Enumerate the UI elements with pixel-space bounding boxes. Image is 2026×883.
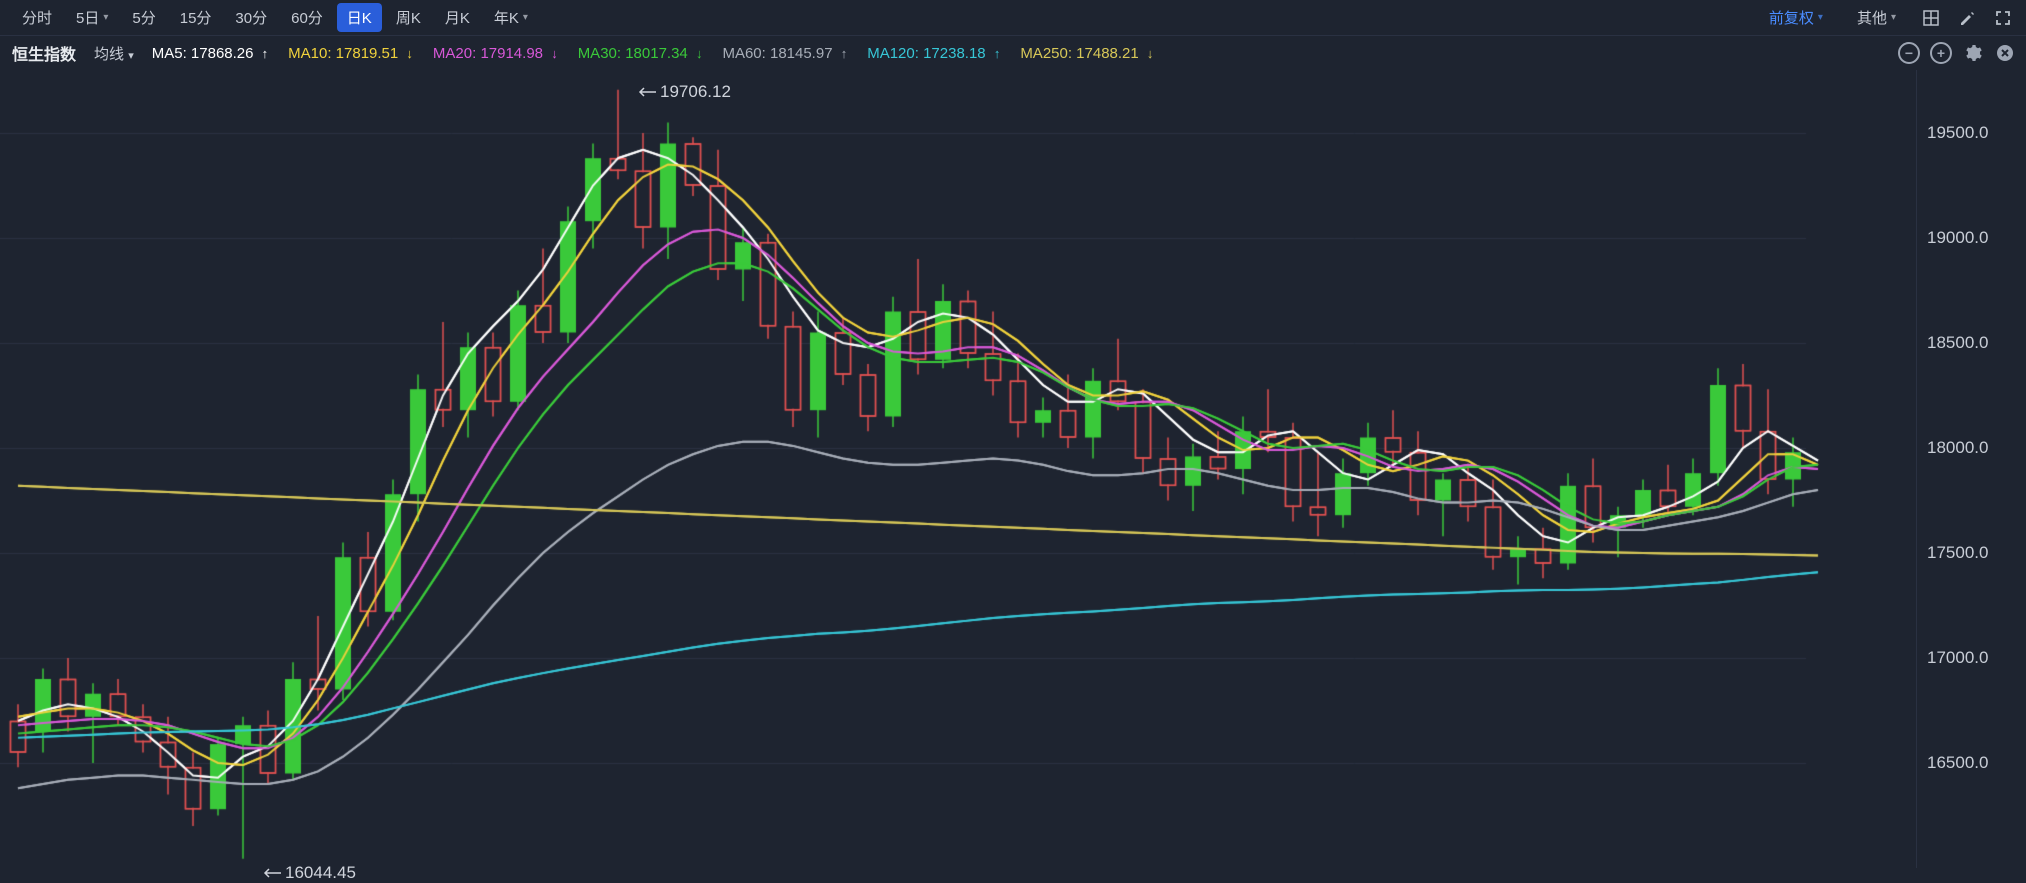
price-annotation: 16044.45: [257, 863, 356, 883]
zoom-in-button[interactable]: +: [1930, 42, 1952, 64]
y-axis: 16500.0 17000.0 17500.0 18000.0 18500.0 19000…: [1916, 70, 2026, 868]
timeframe-9[interactable]: 年K ▾: [484, 3, 538, 32]
y-tick: 19500.0: [1927, 123, 1988, 143]
ma-legend-bar: 恒生指数 均线 ▾ MA5: 17868.26 ↑ MA10: 17819.51 …: [0, 36, 2026, 70]
symbol-name: 恒生指数: [12, 41, 76, 65]
timeframe-3[interactable]: 15分: [170, 3, 222, 32]
ma-legend-ma250: MA250: 17488.21 ↓: [1020, 45, 1153, 62]
timeframe-5[interactable]: 60分: [281, 3, 333, 32]
candlestick-chart[interactable]: [0, 70, 1916, 868]
chart-area[interactable]: 16500.0 17000.0 17500.0 18000.0 18500.0 19000…: [0, 70, 2026, 868]
fullscreen-icon[interactable]: [1992, 7, 2014, 29]
adjustment-dropdown[interactable]: 前复权▾: [1759, 3, 1833, 32]
timeframe-2[interactable]: 5分: [122, 3, 165, 32]
timeframe-toolbar: 分时5日 ▾5分15分30分60分日K周K月K年K ▾ 前复权▾ 其他▾: [0, 0, 2026, 36]
ma-legend-ma5: MA5: 17868.26 ↑: [152, 45, 268, 62]
timeframe-0[interactable]: 分时: [12, 3, 62, 32]
zoom-out-button[interactable]: −: [1898, 42, 1920, 64]
gear-icon[interactable]: [1962, 42, 1984, 64]
ma-legend-ma120: MA120: 17238.18 ↑: [867, 45, 1000, 62]
y-tick: 18500.0: [1927, 333, 1988, 353]
timeframe-4[interactable]: 30分: [225, 3, 277, 32]
layout-icon[interactable]: [1920, 7, 1942, 29]
y-tick: 17500.0: [1927, 543, 1988, 563]
y-tick: 19000.0: [1927, 228, 1988, 248]
other-dropdown[interactable]: 其他▾: [1847, 3, 1906, 32]
close-icon[interactable]: [1994, 42, 2016, 64]
y-tick: 16500.0: [1927, 753, 1988, 773]
ma-legend-ma10: MA10: 17819.51 ↓: [288, 45, 413, 62]
timeframe-8[interactable]: 月K: [435, 3, 480, 32]
avg-label[interactable]: 均线 ▾: [94, 43, 134, 64]
timeframe-7[interactable]: 周K: [386, 3, 431, 32]
ma-legend-ma20: MA20: 17914.98 ↓: [433, 45, 558, 62]
price-annotation: 19706.12: [632, 82, 731, 102]
ma-legend-ma60: MA60: 18145.97 ↑: [722, 45, 847, 62]
brush-icon[interactable]: [1956, 7, 1978, 29]
timeframe-1[interactable]: 5日 ▾: [66, 3, 118, 32]
ma-legend-ma30: MA30: 18017.34 ↓: [578, 45, 703, 62]
timeframe-6[interactable]: 日K: [337, 3, 382, 32]
y-tick: 18000.0: [1927, 438, 1988, 458]
y-tick: 17000.0: [1927, 648, 1988, 668]
